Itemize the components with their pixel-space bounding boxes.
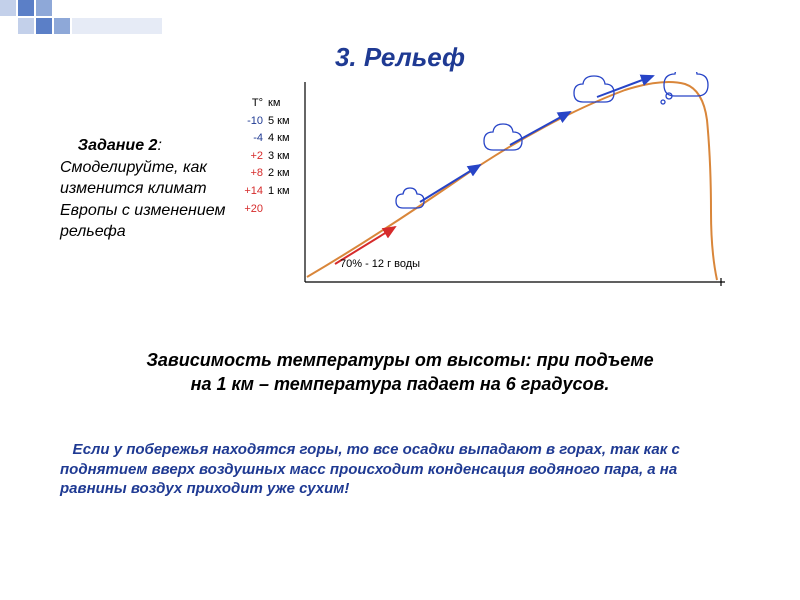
caption-line1: Зависимость температуры от высоты: при п… (0, 348, 800, 372)
axis-h: 1 км (268, 183, 308, 201)
axis-t: +20 (238, 201, 268, 219)
task-body: Смоделируйте, как изменится климат Европ… (60, 159, 225, 241)
axis-t: +8 (238, 165, 268, 183)
water-label: 70% - 12 г воды (340, 258, 420, 270)
footer-text: Если у побережья находятся горы, то все … (60, 440, 740, 499)
corner-decoration (0, 0, 200, 40)
axis-h: 2 км (268, 165, 308, 183)
axis-t: -10 (238, 113, 268, 131)
axis-t: +14 (238, 183, 268, 201)
relief-diagram (245, 72, 750, 327)
axis-h: 4 км (268, 130, 308, 148)
axis-h: 5 км (268, 113, 308, 131)
axis-t: +2 (238, 148, 268, 166)
task-label: Задание 2 (60, 137, 157, 154)
task-block: Задание 2: Смоделируйте, как изменится к… (60, 135, 230, 243)
axis-h: 3 км (268, 148, 308, 166)
height-header: км (268, 95, 308, 113)
axis-labels: T° км -105 км -44 км +23 км +82 км +141 … (238, 95, 308, 218)
caption-line2: на 1 км – температура падает на 6 градус… (0, 372, 800, 396)
axis-t: -4 (238, 130, 268, 148)
axis-h (268, 201, 308, 219)
temp-header: T° (238, 95, 268, 113)
caption: Зависимость температуры от высоты: при п… (0, 348, 800, 397)
page-title: 3. Рельеф (0, 42, 800, 73)
